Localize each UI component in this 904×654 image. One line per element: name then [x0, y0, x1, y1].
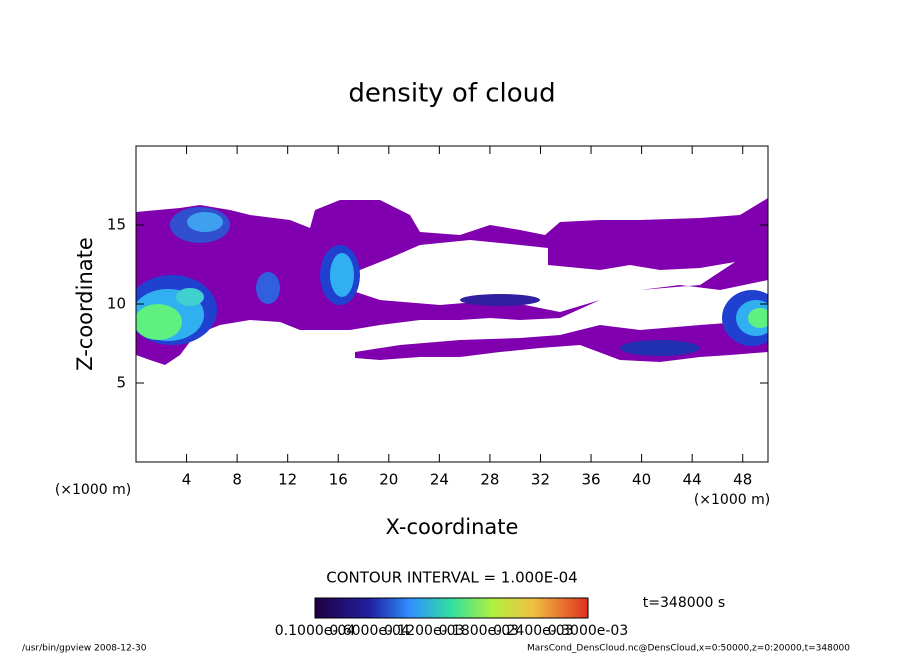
x-unit: (×1000 m) [55, 482, 131, 498]
x-axis-label: X-coordinate [386, 515, 519, 539]
colorbar-label: 0.2400e-03 [493, 623, 573, 639]
y-tick-label: 10 [107, 295, 126, 313]
x-tick-label: 16 [329, 471, 348, 489]
colorbar [314, 597, 589, 619]
colorbar-label: 0.6000e-04 [329, 623, 410, 639]
x-tick-label: 48 [733, 471, 752, 489]
x-tick-label: 28 [480, 471, 499, 489]
colorbar-label: 0.3000e-03 [548, 623, 628, 639]
y-tick-label: 15 [107, 216, 126, 234]
x-tick-label: 32 [531, 471, 550, 489]
chart-title: density of cloud [348, 79, 555, 109]
contour-interval: CONTOUR INTERVAL = 1.000E-04 [326, 569, 577, 587]
footer-left: /usr/bin/gpview 2008-12-30 [22, 644, 147, 654]
x-tick-label: 24 [430, 471, 449, 489]
footer-right: MarsCond_DensCloud.nc@DensCloud,x=0:5000… [527, 644, 850, 654]
time-label: t=348000 s [643, 595, 725, 611]
contour-field [136, 198, 768, 365]
x-tick-label: 4 [182, 471, 192, 489]
x-unit-right: (×1000 m) [694, 492, 770, 508]
colorbar-label: 0.1800e-03 [439, 623, 519, 639]
y-tick-label: 5 [116, 374, 126, 392]
x-tick-label: 40 [632, 471, 651, 489]
x-tick-label: 8 [232, 471, 242, 489]
x-tick-label: 44 [683, 471, 702, 489]
x-tick-label: 20 [379, 471, 398, 489]
x-tick-label: 36 [581, 471, 600, 489]
x-tick-label: 12 [278, 471, 297, 489]
colorbar-label: 0.1200e-03 [384, 623, 464, 639]
y-axis-label: Z-coordinate [73, 237, 97, 371]
colorbar-label: 0.1000e-04 [275, 623, 356, 639]
